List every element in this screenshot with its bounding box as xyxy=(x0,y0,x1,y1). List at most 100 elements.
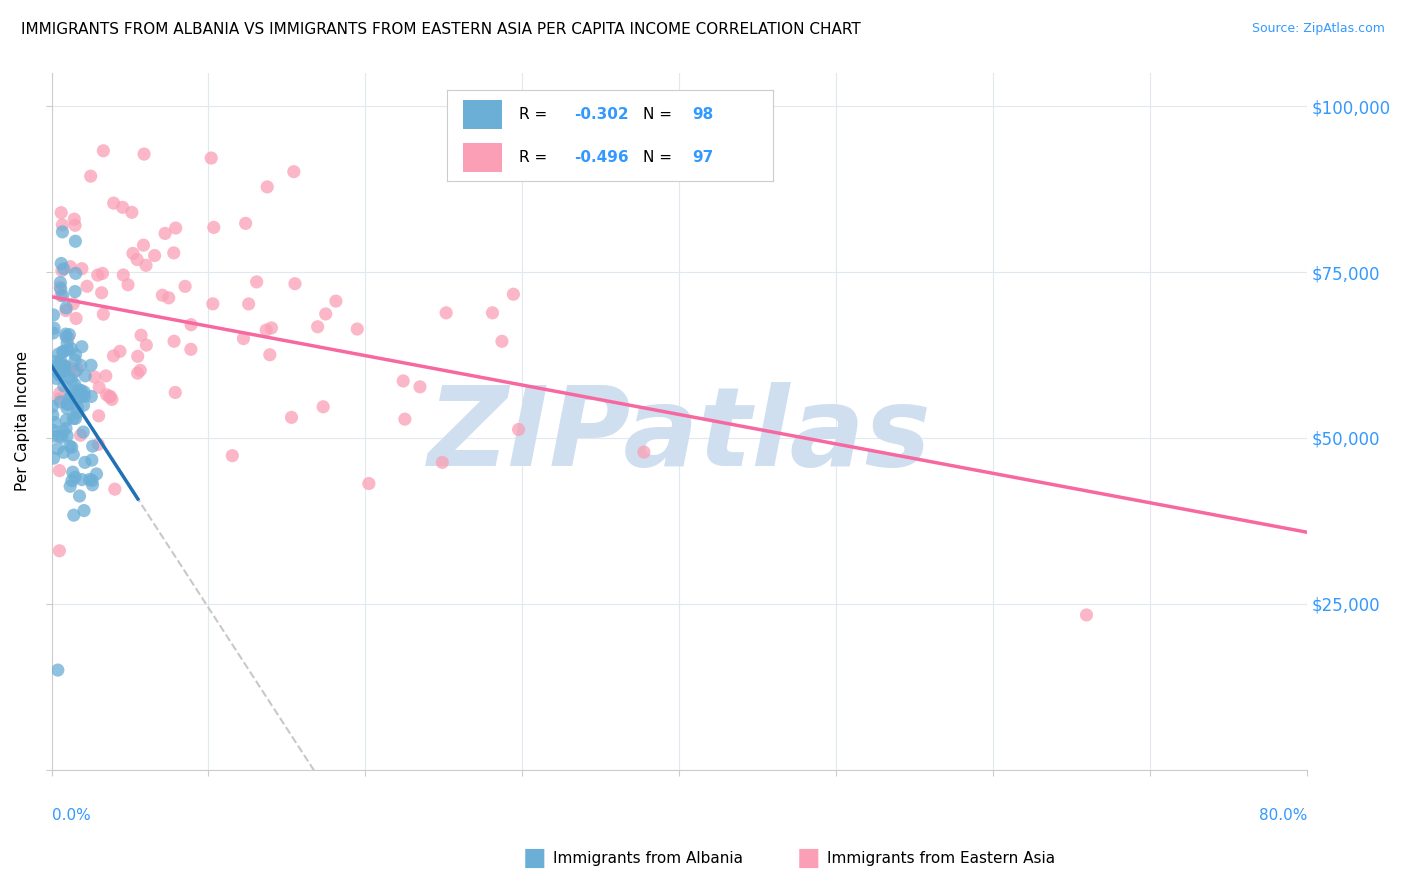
Point xyxy=(62,465,84,479)
Text: ZIPatlas: ZIPatlas xyxy=(427,382,931,489)
Point xyxy=(104,482,127,496)
Point xyxy=(122,246,145,260)
Point xyxy=(111,200,134,214)
Point xyxy=(201,297,224,311)
Point xyxy=(52,379,75,393)
Point xyxy=(103,349,125,363)
Point xyxy=(117,277,139,292)
Point xyxy=(256,180,278,194)
Point xyxy=(46,365,69,379)
Point xyxy=(46,442,69,456)
Point xyxy=(59,260,82,274)
Point xyxy=(58,370,80,384)
Point xyxy=(49,357,72,371)
Point xyxy=(96,388,118,402)
Point xyxy=(633,445,655,459)
Point xyxy=(129,363,152,377)
Point xyxy=(157,291,180,305)
Point xyxy=(65,311,87,326)
Point xyxy=(55,327,77,342)
Text: ■: ■ xyxy=(523,847,546,870)
Point xyxy=(80,474,103,488)
Point xyxy=(70,261,93,276)
Point xyxy=(221,449,243,463)
Text: Immigrants from Eastern Asia: Immigrants from Eastern Asia xyxy=(827,851,1054,865)
Point xyxy=(42,321,65,335)
Point xyxy=(98,389,121,403)
Point xyxy=(73,503,96,517)
Point xyxy=(52,344,75,359)
Point xyxy=(62,448,84,462)
Point xyxy=(121,205,143,219)
Point xyxy=(44,354,66,368)
Point xyxy=(70,384,93,398)
Point xyxy=(52,344,75,359)
Point xyxy=(51,430,73,444)
Point xyxy=(56,343,79,357)
Point xyxy=(260,321,283,335)
Point xyxy=(94,368,117,383)
Point xyxy=(392,374,415,388)
Point xyxy=(55,413,77,427)
Point xyxy=(49,288,72,302)
Point xyxy=(48,368,70,383)
Point xyxy=(86,467,108,481)
Point xyxy=(129,328,152,343)
Point xyxy=(51,263,73,277)
Point xyxy=(127,252,149,267)
Point xyxy=(202,220,225,235)
Point xyxy=(59,439,82,453)
Point xyxy=(346,322,368,336)
Point xyxy=(79,473,101,487)
Point xyxy=(280,410,302,425)
Point xyxy=(53,364,76,378)
Point xyxy=(60,474,83,488)
Point xyxy=(55,329,77,343)
Point xyxy=(73,384,96,399)
Point xyxy=(200,151,222,165)
Point xyxy=(63,384,86,399)
Point xyxy=(66,362,89,376)
Point xyxy=(98,390,121,404)
Point xyxy=(80,389,103,403)
Point xyxy=(65,348,87,362)
Point xyxy=(52,359,75,374)
Point xyxy=(132,238,155,252)
Point xyxy=(51,256,73,270)
Point xyxy=(58,327,80,342)
Point xyxy=(63,285,86,299)
Point xyxy=(49,280,72,294)
Point xyxy=(63,212,86,227)
Point xyxy=(63,353,86,368)
Point xyxy=(58,397,80,411)
Point xyxy=(90,285,112,300)
Point xyxy=(69,489,91,503)
Point xyxy=(163,246,186,260)
Point xyxy=(62,411,84,425)
Point xyxy=(70,340,93,354)
Point xyxy=(56,428,79,442)
Point xyxy=(56,331,79,345)
Point xyxy=(62,297,84,311)
Point xyxy=(163,334,186,349)
Point xyxy=(508,422,530,436)
Point xyxy=(87,437,110,451)
Point xyxy=(65,266,87,280)
Text: Immigrants from Albania: Immigrants from Albania xyxy=(553,851,742,865)
Point xyxy=(58,360,80,375)
Point xyxy=(48,464,70,478)
Point xyxy=(73,389,96,403)
Point xyxy=(409,380,432,394)
Point xyxy=(63,470,86,484)
Point xyxy=(82,439,104,453)
Point xyxy=(41,400,63,414)
Point xyxy=(307,319,329,334)
Point xyxy=(56,401,79,416)
Point xyxy=(52,261,75,276)
Point xyxy=(48,386,70,401)
Point xyxy=(127,349,149,363)
Point xyxy=(112,268,135,282)
Point xyxy=(180,343,202,357)
Y-axis label: Per Capita Income: Per Capita Income xyxy=(15,351,30,491)
Point xyxy=(143,248,166,262)
